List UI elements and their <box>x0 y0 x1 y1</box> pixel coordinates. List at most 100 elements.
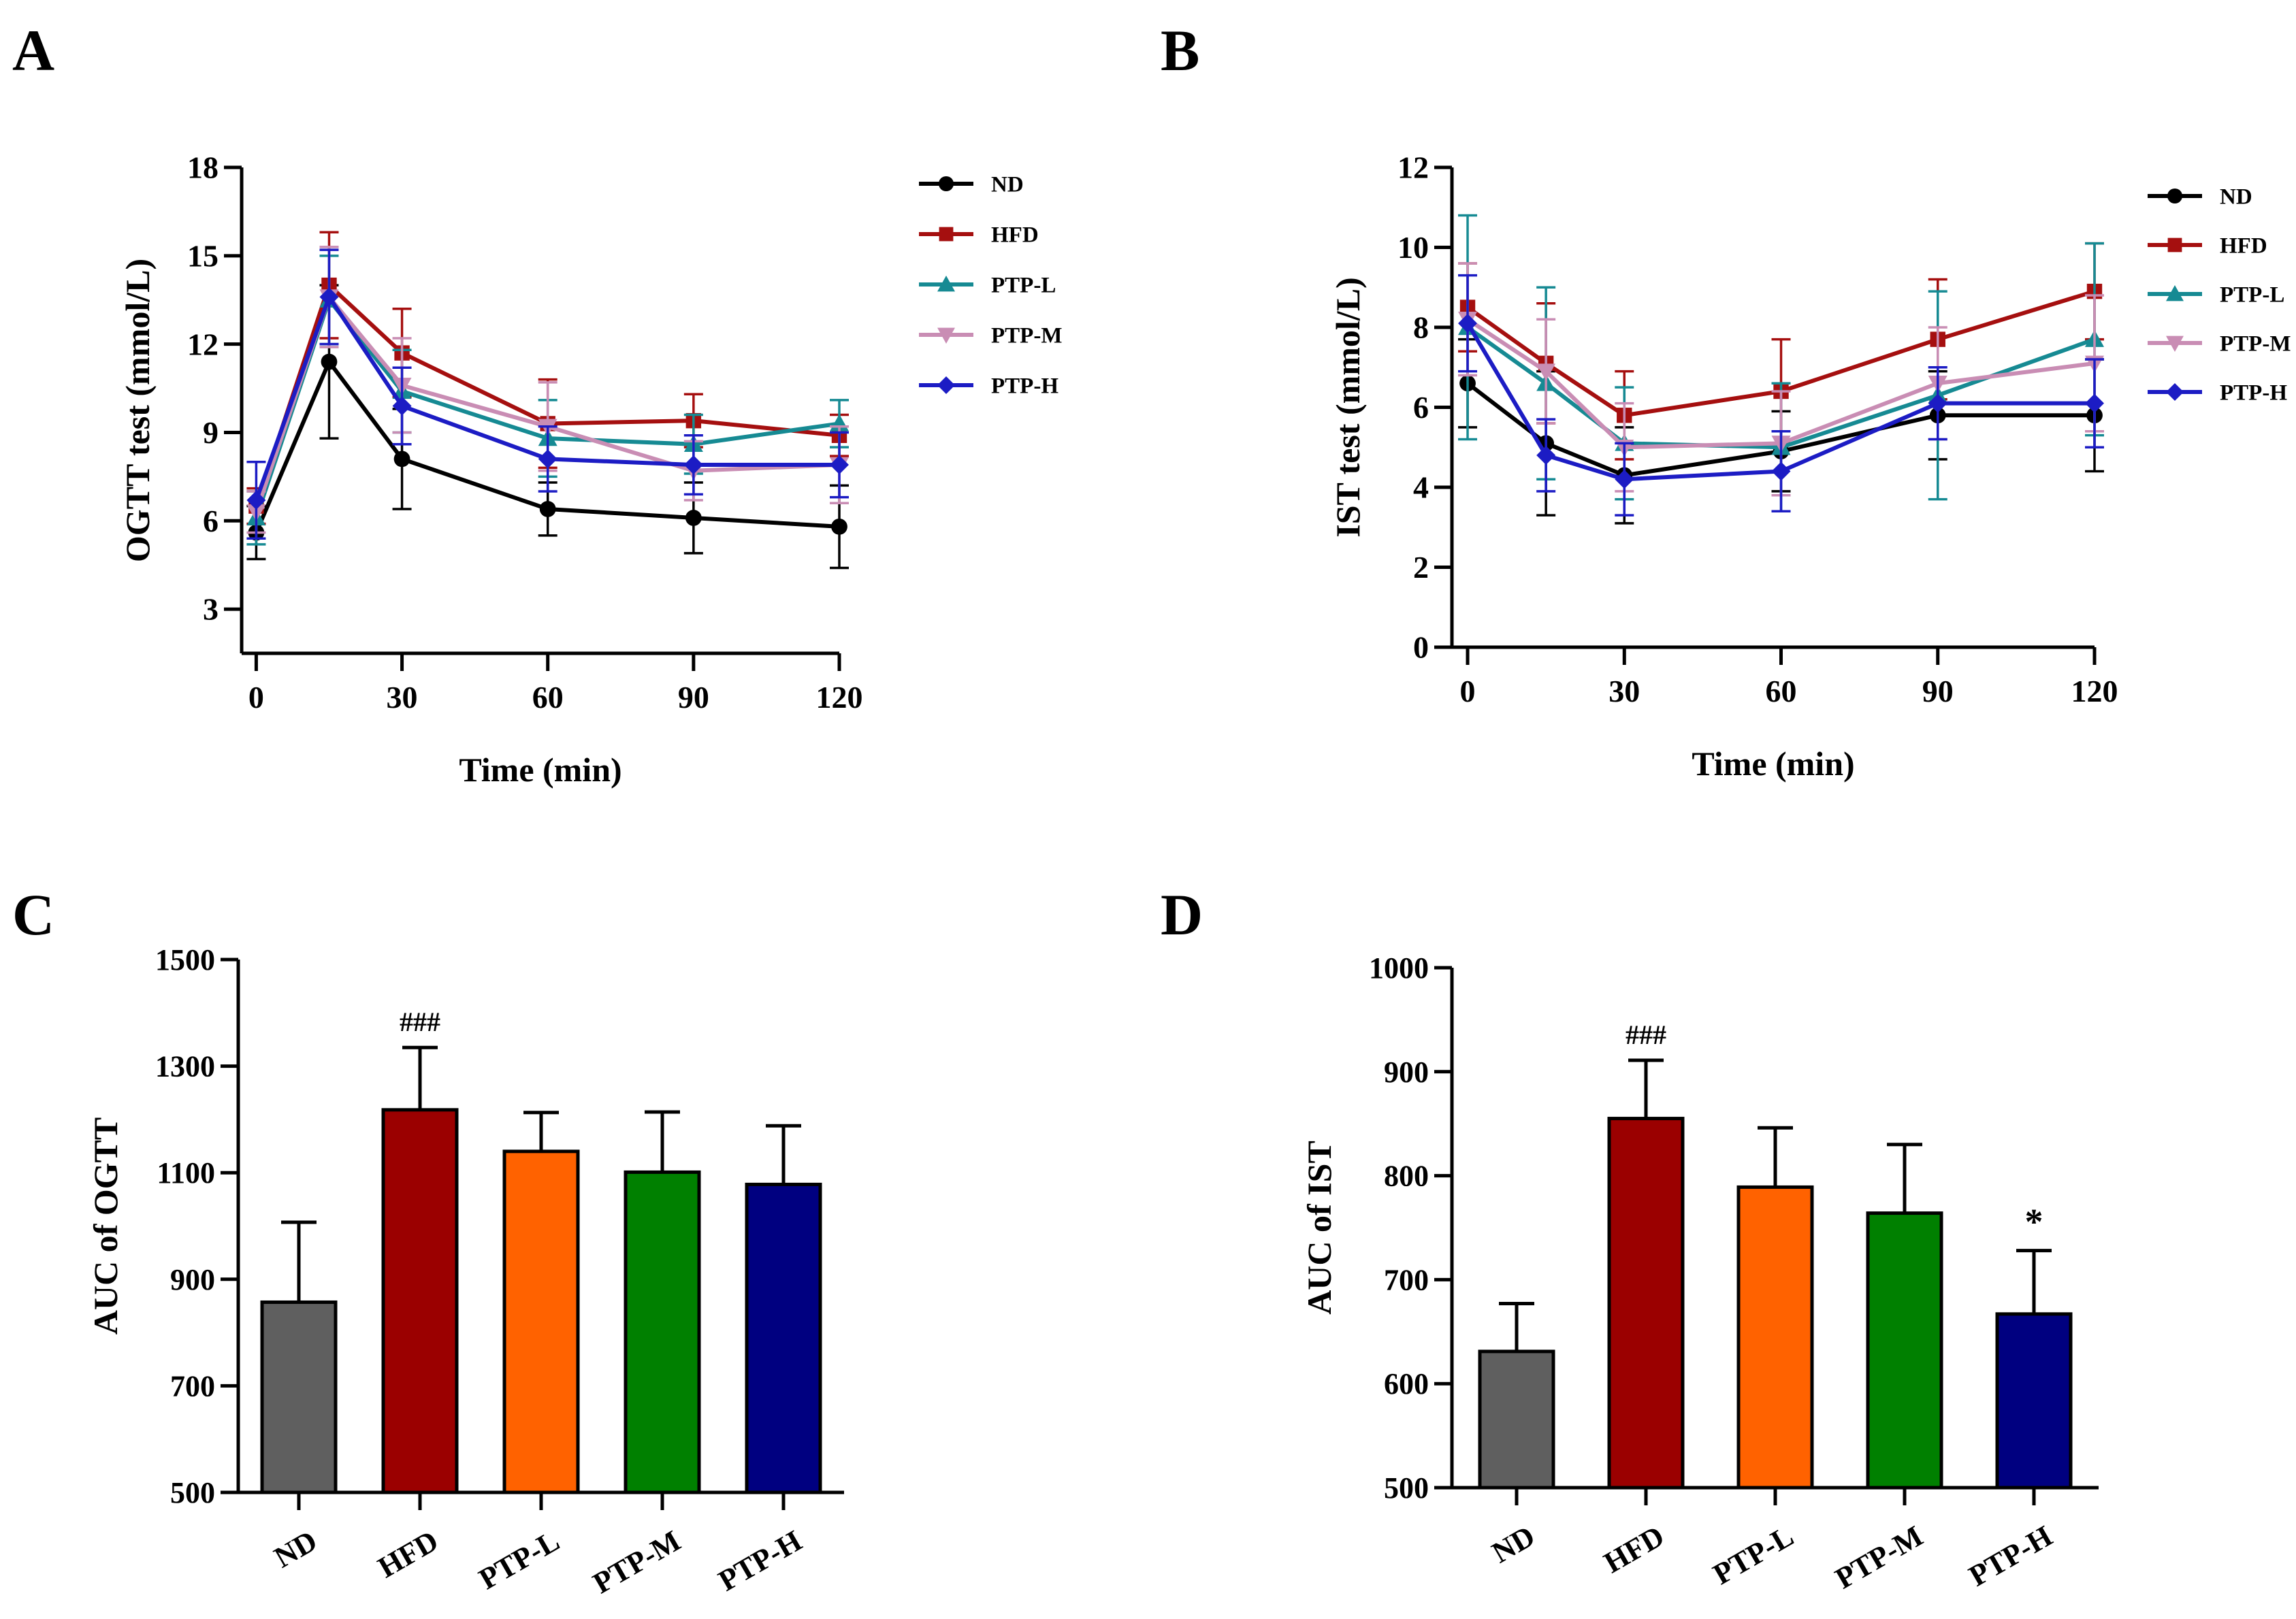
legend-ptp-m-label: PTP-M <box>2220 332 2291 357</box>
series-nd-point <box>539 501 556 517</box>
legend-ptp-m-label: PTP-M <box>991 324 1062 348</box>
y-tick-label: 1100 <box>157 1156 215 1190</box>
x-tick-label: 90 <box>678 680 709 715</box>
y-tick-label: 12 <box>1397 150 1429 185</box>
bar-hfd-significance-label: ### <box>400 1007 440 1037</box>
series-hfd-line <box>254 283 840 507</box>
panel-label-d: D <box>1161 882 1203 947</box>
bar-hfd-significance-label: ### <box>1626 1019 1666 1050</box>
x-tick-label: PTP-L <box>1707 1519 1799 1591</box>
y-axis-title: AUC of IST <box>1300 1141 1338 1315</box>
y-tick-label: 800 <box>1384 1160 1429 1193</box>
y-tick-label: 700 <box>170 1369 215 1403</box>
y-tick-label: 18 <box>187 150 219 185</box>
x-tick-label: PTP-M <box>587 1524 686 1600</box>
y-tick-label: 6 <box>203 504 219 538</box>
legend-ptp-l-marker <box>2166 285 2184 301</box>
bar-hfd <box>1607 1117 1685 1490</box>
series-ptp-h-point <box>1536 446 1556 465</box>
x-tick-label: PTP-H <box>713 1524 807 1597</box>
series-ptp-h-point <box>246 490 266 510</box>
y-tick-label: 6 <box>1413 390 1429 425</box>
y-tick-label: 4 <box>1413 470 1429 505</box>
x-tick-label: HFD <box>1598 1519 1670 1580</box>
series-ptp-h-point <box>830 455 849 475</box>
legend-ptp-m-marker <box>2166 336 2184 352</box>
series-nd-point <box>831 519 847 535</box>
x-tick-label: PTP-M <box>1830 1519 1928 1595</box>
series-nd-line <box>254 359 840 534</box>
legend-nd-marker <box>2167 188 2183 204</box>
bar-nd <box>260 1300 338 1494</box>
y-tick-label: 1500 <box>155 943 215 977</box>
y-tick-label: 700 <box>1384 1263 1429 1296</box>
series-ptp-h-point <box>1771 461 1791 481</box>
legend-nd-label: ND <box>2220 185 2252 210</box>
legend-nd-marker <box>938 176 954 192</box>
series-ptp-h-point <box>1458 314 1478 333</box>
series-ptp-h-point <box>538 449 557 469</box>
x-tick-label: 90 <box>1922 674 1954 708</box>
series-ptp-h-point <box>1615 470 1634 489</box>
y-tick-label: 900 <box>170 1263 215 1296</box>
series-nd-point <box>321 353 338 370</box>
legend-ptp-h-label: PTP-H <box>2220 381 2287 406</box>
x-tick-label: 30 <box>1608 674 1640 708</box>
x-tick-label: 120 <box>2071 674 2118 708</box>
bar-ptp-h <box>745 1182 822 1494</box>
legend-nd-label: ND <box>991 173 1024 197</box>
series-nd-point <box>393 451 410 468</box>
y-tick-label: 900 <box>1384 1056 1429 1089</box>
y-axis-title: IST test (mmol/L) <box>1329 277 1367 537</box>
x-tick-label: PTP-L <box>473 1524 565 1596</box>
y-tick-label: 15 <box>187 238 219 273</box>
y-tick-label: 1300 <box>155 1050 215 1083</box>
panel-label-b: B <box>1161 18 1199 83</box>
y-tick-label: 500 <box>170 1476 215 1509</box>
series-ptp-h-point <box>1928 393 1947 413</box>
legend-ptp-l-label: PTP-L <box>2220 283 2284 308</box>
series-ptp-m-line <box>1466 317 2095 450</box>
panel-a-ogtt-line-chart: 3 6 9 12 15 18 OGTT test (mmol/L) 0 30 60 90 120 Tim… <box>118 150 1062 789</box>
x-tick-label: 60 <box>532 680 564 715</box>
y-tick-label: 8 <box>1413 310 1429 345</box>
y-tick-label: 2 <box>1413 550 1429 585</box>
y-tick-label: 12 <box>187 327 219 361</box>
x-tick-label: 30 <box>387 680 418 715</box>
series-ptp-h-line <box>254 295 839 501</box>
x-tick-label: 60 <box>1766 674 1797 708</box>
y-tick-label: 1000 <box>1369 951 1429 985</box>
x-axis-title: Time (min) <box>459 751 621 789</box>
y-axis-title: OGTT test (mmol/L) <box>118 259 157 562</box>
x-axis-title: Time (min) <box>1692 745 1854 783</box>
legend-ptp-h-marker <box>937 376 955 394</box>
series-hfd-line <box>1466 289 2095 418</box>
bar-nd <box>1478 1350 1555 1490</box>
bar-ptp-h-significance-label: * <box>2025 1202 2043 1243</box>
legend-hfd-marker <box>939 227 954 242</box>
legend-ptp-l-marker <box>937 276 955 292</box>
x-tick-label: 0 <box>1460 674 1476 708</box>
legend-hfd-label: HFD <box>2220 234 2267 259</box>
series-ptp-h-point <box>319 287 339 307</box>
legend-hfd-marker <box>2167 238 2182 252</box>
y-axis-title: AUC of OGTT <box>86 1117 125 1335</box>
legend-ptp-l-label: PTP-L <box>991 274 1056 298</box>
panel-b-ist-line-chart: 0 2 4 6 8 10 12 IST test (mmol/L) 0 30 60 90 120 Time… <box>1329 150 2291 783</box>
legend-ptp-h-label: PTP-H <box>991 374 1058 399</box>
series-ptp-h <box>246 248 849 540</box>
legend-ptp-m-marker <box>937 327 955 344</box>
x-tick-label: 120 <box>816 680 863 715</box>
panel-d-ist-auc-bar-chart: 500 600 700 800 900 1000 AUC of IST ND HFD ### PTP… <box>1300 951 2099 1595</box>
x-tick-label: ND <box>268 1524 323 1574</box>
series-ptp-h <box>1458 274 2104 517</box>
bar-ptp-h <box>1995 1312 2073 1490</box>
series-nd-point <box>685 510 702 526</box>
bar-ptp-l <box>1736 1185 1814 1490</box>
legend-ptp-h-marker <box>2166 383 2184 401</box>
x-tick-label: 0 <box>248 680 264 715</box>
x-tick-label: ND <box>1486 1519 1540 1569</box>
y-tick-label: 9 <box>203 415 219 450</box>
panel-label-c: C <box>12 882 54 947</box>
